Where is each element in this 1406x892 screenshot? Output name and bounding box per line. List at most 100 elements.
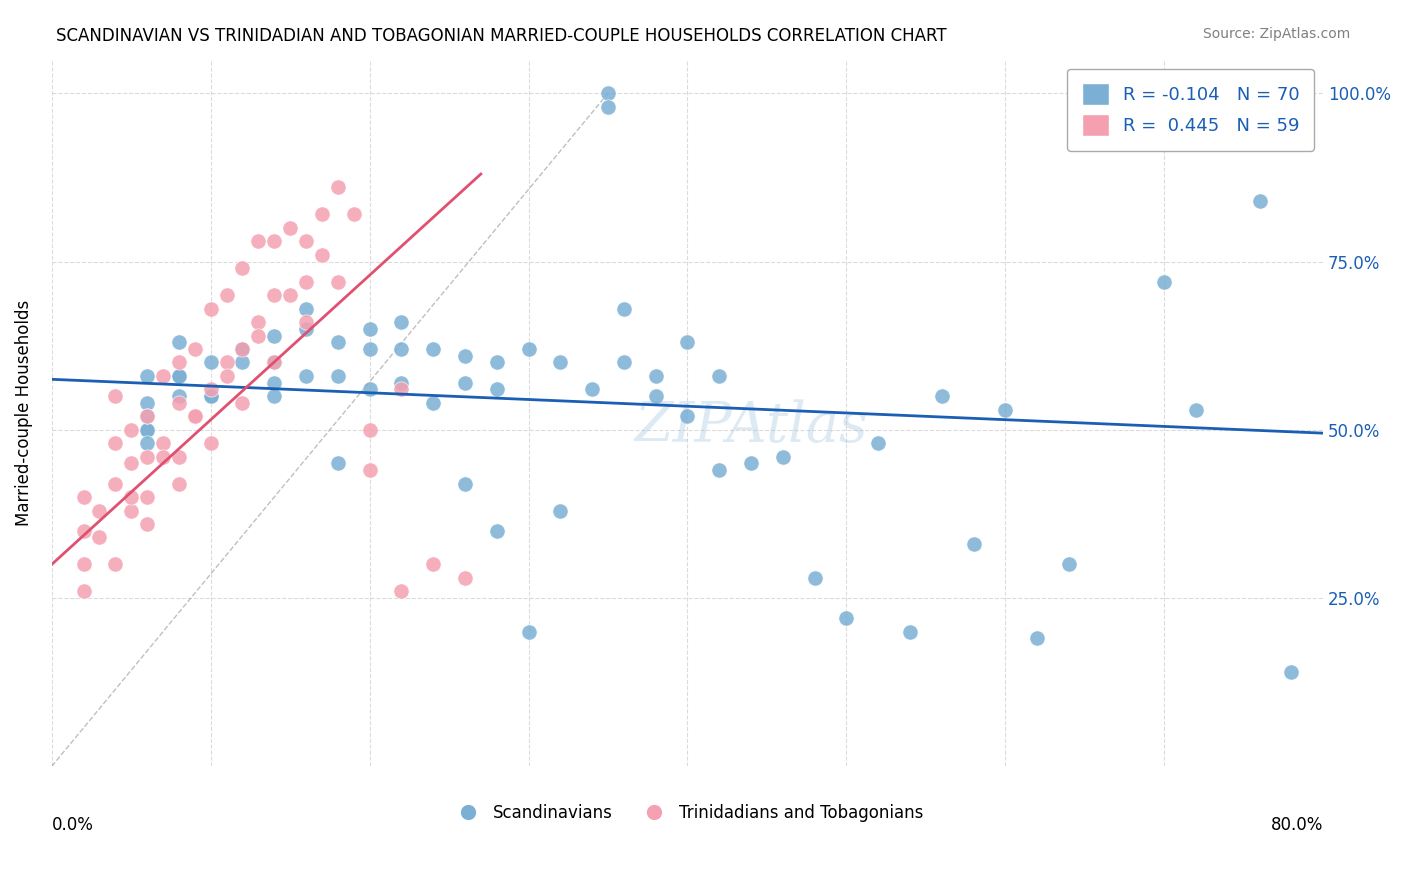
Point (295, 322, 318, 336)
Point (278, 220, 301, 235)
Point (231, 261, 253, 276)
Point (485, 355, 508, 369)
Point (167, 476, 190, 491)
Point (485, 383, 508, 397)
Point (454, 376, 477, 390)
Point (152, 436, 174, 450)
Point (263, 235, 285, 249)
Point (835, 611, 858, 625)
Point (454, 476, 477, 491)
Point (215, 355, 238, 369)
Point (263, 355, 285, 369)
Point (167, 368, 190, 383)
Point (200, 389, 222, 403)
Point (994, 402, 1017, 417)
Point (215, 288, 238, 302)
Point (389, 342, 412, 356)
Point (152, 368, 174, 383)
Point (89, 531, 111, 545)
Point (931, 389, 953, 403)
Point (359, 342, 381, 356)
Point (120, 503, 142, 517)
Point (326, 180, 349, 194)
Point (422, 558, 444, 572)
Point (72, 524, 94, 538)
Point (72, 490, 94, 504)
Point (676, 409, 699, 424)
Point (136, 490, 159, 504)
Point (247, 235, 270, 249)
Point (263, 389, 285, 403)
Point (184, 409, 207, 424)
Text: 0.0%: 0.0% (52, 816, 94, 834)
Point (454, 349, 477, 363)
Point (167, 396, 190, 410)
Point (1153, 275, 1175, 289)
Point (868, 436, 890, 450)
Point (962, 537, 984, 551)
Point (326, 335, 349, 350)
Point (104, 436, 127, 450)
Point (644, 368, 666, 383)
Point (644, 389, 666, 403)
Legend: Scandinavians, Trinidadians and Tobagonians: Scandinavians, Trinidadians and Tobagoni… (444, 797, 931, 829)
Point (263, 328, 285, 343)
Point (167, 355, 190, 369)
Point (120, 457, 142, 471)
Point (422, 342, 444, 356)
Point (263, 355, 285, 369)
Point (247, 315, 270, 329)
Point (311, 207, 333, 221)
Point (1249, 194, 1271, 208)
Point (200, 355, 222, 369)
Point (295, 301, 318, 316)
Point (120, 490, 142, 504)
Point (104, 389, 127, 403)
Point (89, 503, 111, 517)
Point (359, 383, 381, 397)
Point (550, 355, 572, 369)
Point (200, 436, 222, 450)
Point (184, 342, 207, 356)
Point (72, 584, 94, 599)
Point (1026, 632, 1049, 646)
Point (596, 100, 619, 114)
Point (517, 624, 540, 639)
Point (1057, 558, 1080, 572)
Point (389, 383, 412, 397)
Point (389, 376, 412, 390)
Point (389, 584, 412, 599)
Text: SCANDINAVIAN VS TRINIDADIAN AND TOBAGONIAN MARRIED-COUPLE HOUSEHOLDS CORRELATION: SCANDINAVIAN VS TRINIDADIAN AND TOBAGONI… (56, 27, 946, 45)
Point (120, 423, 142, 437)
Point (326, 275, 349, 289)
Point (709, 463, 731, 477)
Point (454, 571, 477, 585)
Point (517, 342, 540, 356)
Point (136, 436, 159, 450)
Point (359, 423, 381, 437)
Point (136, 516, 159, 531)
Point (152, 450, 174, 464)
Point (295, 368, 318, 383)
Point (231, 342, 253, 356)
Point (72, 558, 94, 572)
Point (898, 624, 921, 639)
Point (200, 301, 222, 316)
Point (136, 396, 159, 410)
Point (295, 315, 318, 329)
Point (167, 450, 190, 464)
Point (136, 423, 159, 437)
Point (136, 409, 159, 424)
Point (167, 368, 190, 383)
Point (215, 368, 238, 383)
Point (422, 396, 444, 410)
Point (167, 335, 190, 350)
Point (326, 457, 349, 471)
Point (740, 457, 762, 471)
Point (104, 558, 127, 572)
Point (389, 315, 412, 329)
Point (184, 409, 207, 424)
Point (104, 476, 127, 491)
Point (803, 571, 825, 585)
Point (231, 342, 253, 356)
